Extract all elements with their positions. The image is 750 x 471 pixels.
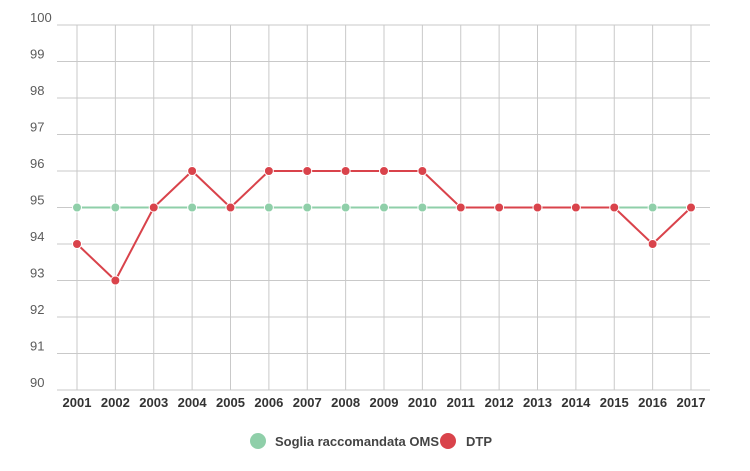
data-point[interactable]	[187, 166, 198, 176]
legend-marker	[440, 433, 456, 449]
x-tick-label: 2016	[638, 395, 667, 410]
x-tick-label: 2009	[370, 395, 399, 410]
y-tick-label: 92	[30, 302, 44, 317]
x-tick-label: 2014	[561, 395, 591, 410]
data-point[interactable]	[340, 166, 351, 176]
x-tick-label: 2013	[523, 395, 552, 410]
x-axis: 2001 2002 2003 2004 2005 2006 2007 2008 2009 2010…	[63, 395, 706, 410]
data-point[interactable]	[302, 202, 313, 213]
data-point[interactable]	[455, 202, 466, 213]
x-tick-label: 2008	[331, 395, 360, 410]
x-tick-label: 2006	[254, 395, 283, 410]
data-point[interactable]	[148, 202, 159, 213]
data-point[interactable]	[647, 239, 658, 249]
x-tick-label: 2002	[101, 395, 130, 410]
x-tick-label: 2001	[63, 395, 92, 410]
legend: Soglia raccomandata OMS DTP	[250, 433, 492, 449]
y-tick-label: 100	[30, 10, 52, 25]
data-point[interactable]	[609, 202, 620, 213]
y-tick-label: 95	[30, 193, 44, 208]
x-tick-label: 2007	[293, 395, 322, 410]
data-point[interactable]	[110, 275, 121, 286]
x-tick-label: 2017	[677, 395, 706, 410]
series-layer	[72, 166, 696, 286]
data-point[interactable]	[110, 202, 121, 213]
y-tick-label: 93	[30, 266, 44, 281]
data-point[interactable]	[187, 202, 198, 213]
y-tick-label: 90	[30, 375, 44, 390]
data-point[interactable]	[379, 166, 389, 176]
series-1	[72, 166, 696, 286]
y-tick-label: 96	[30, 156, 44, 171]
y-tick-label: 98	[30, 83, 44, 98]
x-tick-label: 2003	[139, 395, 168, 410]
data-point[interactable]	[302, 166, 313, 176]
legend-label: DTP	[466, 434, 492, 449]
data-point[interactable]	[379, 202, 389, 213]
x-tick-label: 2015	[600, 395, 629, 410]
data-point[interactable]	[72, 239, 82, 249]
y-axis: 90 91 92 93 94 95 96 97 98 99 100	[30, 10, 52, 390]
x-tick-label: 2010	[408, 395, 437, 410]
data-point[interactable]	[532, 202, 543, 213]
data-point[interactable]	[340, 202, 351, 213]
data-point[interactable]	[570, 202, 581, 213]
y-tick-label: 97	[30, 120, 44, 135]
data-point[interactable]	[686, 202, 696, 213]
x-tick-label: 2005	[216, 395, 245, 410]
data-point[interactable]	[647, 202, 658, 213]
y-tick-label: 91	[30, 339, 44, 354]
data-point[interactable]	[417, 166, 428, 176]
data-point[interactable]	[225, 202, 236, 213]
data-point[interactable]	[263, 166, 274, 176]
x-tick-label: 2012	[485, 395, 514, 410]
data-point[interactable]	[263, 202, 274, 213]
legend-item[interactable]: Soglia raccomandata OMS	[250, 433, 439, 449]
x-tick-label: 2004	[178, 395, 208, 410]
data-point[interactable]	[72, 202, 82, 213]
legend-marker	[250, 433, 266, 449]
y-tick-label: 94	[30, 229, 44, 244]
data-point[interactable]	[417, 202, 428, 213]
x-tick-label: 2011	[447, 395, 475, 410]
data-point[interactable]	[494, 202, 505, 213]
legend-label: Soglia raccomandata OMS	[275, 434, 439, 449]
legend-item[interactable]: DTP	[440, 433, 492, 449]
y-tick-label: 99	[30, 47, 44, 62]
